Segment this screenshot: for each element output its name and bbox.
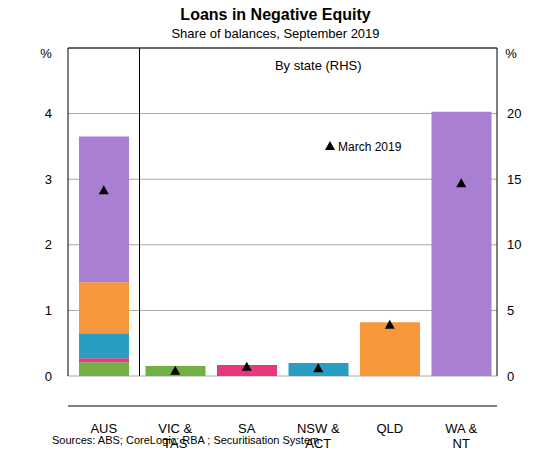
svg-text:NSW &ACT: NSW &ACT <box>297 421 340 451</box>
svg-text:1: 1 <box>45 303 52 318</box>
svg-text:VIC &TAS: VIC &TAS <box>158 421 192 451</box>
svg-text:By state (RHS): By state (RHS) <box>275 58 362 73</box>
svg-text:SA: SA <box>238 421 256 436</box>
svg-text:20: 20 <box>507 106 521 121</box>
svg-text:WA &NT: WA &NT <box>445 421 477 451</box>
svg-text:10: 10 <box>507 237 521 252</box>
svg-text:Sources: ABS; CoreLogic; RBA ;: Sources: ABS; CoreLogic; RBA ; Securitis… <box>52 434 319 446</box>
svg-text:5: 5 <box>507 303 514 318</box>
svg-text:%: % <box>505 46 517 61</box>
svg-text:Share of balances, September 2: Share of balances, September 2019 <box>171 26 379 41</box>
svg-text:QLD: QLD <box>376 421 403 436</box>
svg-text:AUS: AUS <box>90 421 117 436</box>
svg-text:%: % <box>40 46 52 61</box>
svg-text:0: 0 <box>507 369 514 384</box>
svg-text:2: 2 <box>45 237 52 252</box>
svg-text:0: 0 <box>45 369 52 384</box>
svg-text:15: 15 <box>507 172 521 187</box>
svg-text:March 2019: March 2019 <box>338 140 402 154</box>
svg-text:3: 3 <box>45 172 52 187</box>
svg-text:4: 4 <box>45 106 52 121</box>
svg-text:Loans in Negative Equity: Loans in Negative Equity <box>180 6 370 23</box>
